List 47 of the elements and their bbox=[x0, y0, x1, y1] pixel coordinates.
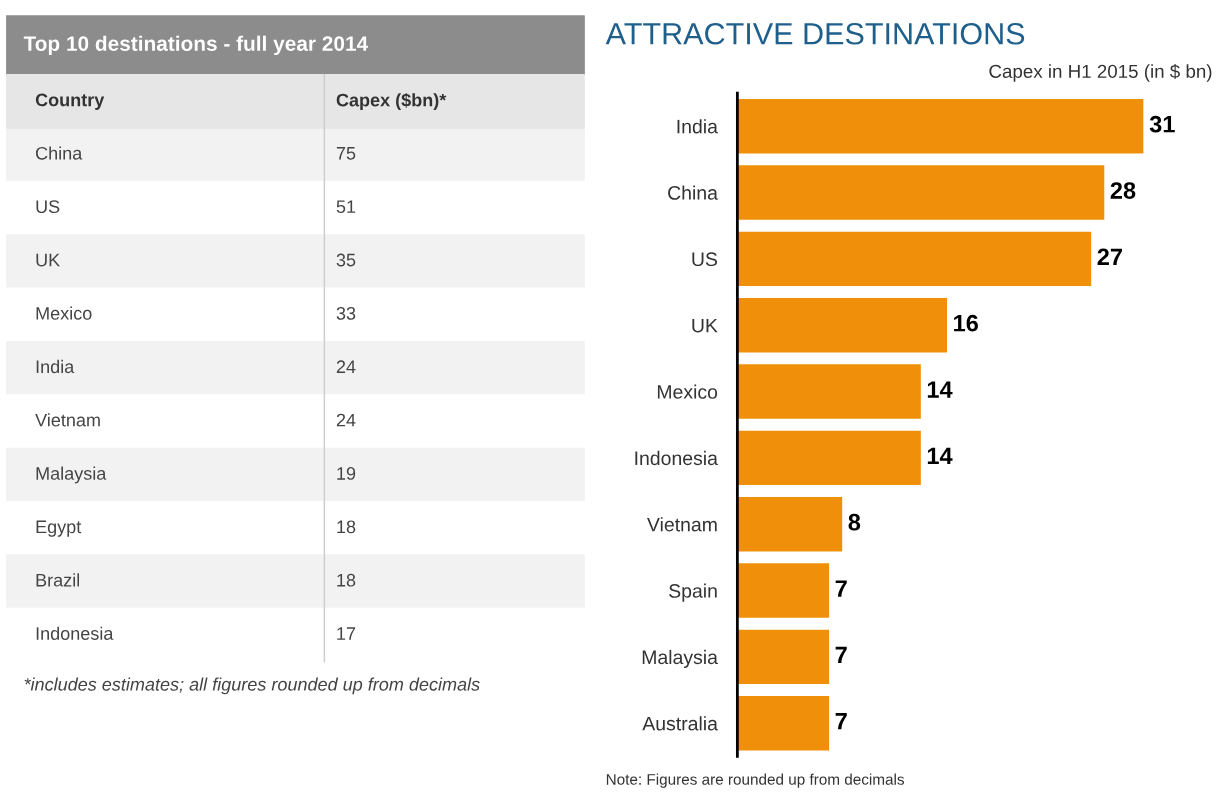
y-tick-label: Indonesia bbox=[635, 450, 718, 466]
category-label: Malaysia bbox=[36, 466, 107, 484]
data-label: 16 bbox=[954, 314, 978, 332]
y-tick-label: Spain bbox=[669, 583, 717, 602]
y-tick-label: Mexico bbox=[657, 384, 718, 399]
data-label: 35 bbox=[336, 253, 356, 267]
category-label: Vietnam bbox=[35, 413, 100, 427]
y-tick-label: US bbox=[692, 252, 718, 267]
y-tick-label: Vietnam bbox=[647, 517, 717, 532]
y-tick-label: China bbox=[668, 185, 718, 200]
data-label: 75 bbox=[336, 147, 356, 160]
chart-title: ATTRACTIVE DESTINATIONS bbox=[605, 22, 1025, 45]
data-label: 18 bbox=[337, 573, 356, 587]
category-label: Indonesia bbox=[36, 626, 114, 640]
text: Top 10 destinations - full year 2014 bbox=[23, 35, 369, 56]
text: Note: Figures are rounded up from decimals bbox=[606, 773, 905, 788]
data-label: 7 bbox=[835, 713, 847, 730]
category-label: Egypt bbox=[36, 520, 82, 537]
y-tick-label: Australia bbox=[642, 716, 718, 731]
text: *includes estimates; all figures rounded up from decimals bbox=[24, 677, 480, 695]
data-label: 31 bbox=[1149, 115, 1175, 133]
text: Country bbox=[35, 93, 105, 110]
data-label: 7 bbox=[835, 580, 847, 597]
data-label: 18 bbox=[337, 520, 356, 534]
category-label: India bbox=[36, 359, 75, 374]
data-label: 14 bbox=[927, 447, 953, 464]
data-label: 24 bbox=[336, 413, 356, 427]
data-label: 17 bbox=[337, 627, 356, 640]
data-label: 51 bbox=[336, 200, 356, 214]
category-label: UK bbox=[36, 253, 60, 267]
text: Capex ($bn)* bbox=[336, 92, 447, 111]
y-tick-label: UK bbox=[692, 318, 718, 333]
y-tick-label: India bbox=[677, 119, 718, 134]
data-label: 33 bbox=[336, 306, 356, 320]
data-label: 7 bbox=[835, 646, 847, 664]
category-label: China bbox=[36, 146, 83, 160]
category-label: Brazil bbox=[36, 573, 80, 587]
data-label: 27 bbox=[1097, 248, 1122, 265]
y-tick-label: Malaysia bbox=[642, 649, 718, 668]
chart-subtitle: Capex in H1 2015 (in $ bn) bbox=[989, 63, 1212, 82]
data-label: 8 bbox=[848, 513, 861, 531]
category-label: US bbox=[36, 200, 60, 214]
data-label: 14 bbox=[927, 381, 953, 398]
data-label: 24 bbox=[336, 360, 356, 373]
data-label: 28 bbox=[1110, 182, 1136, 199]
data-label: 19 bbox=[337, 467, 356, 480]
category-label: Mexico bbox=[36, 306, 92, 320]
